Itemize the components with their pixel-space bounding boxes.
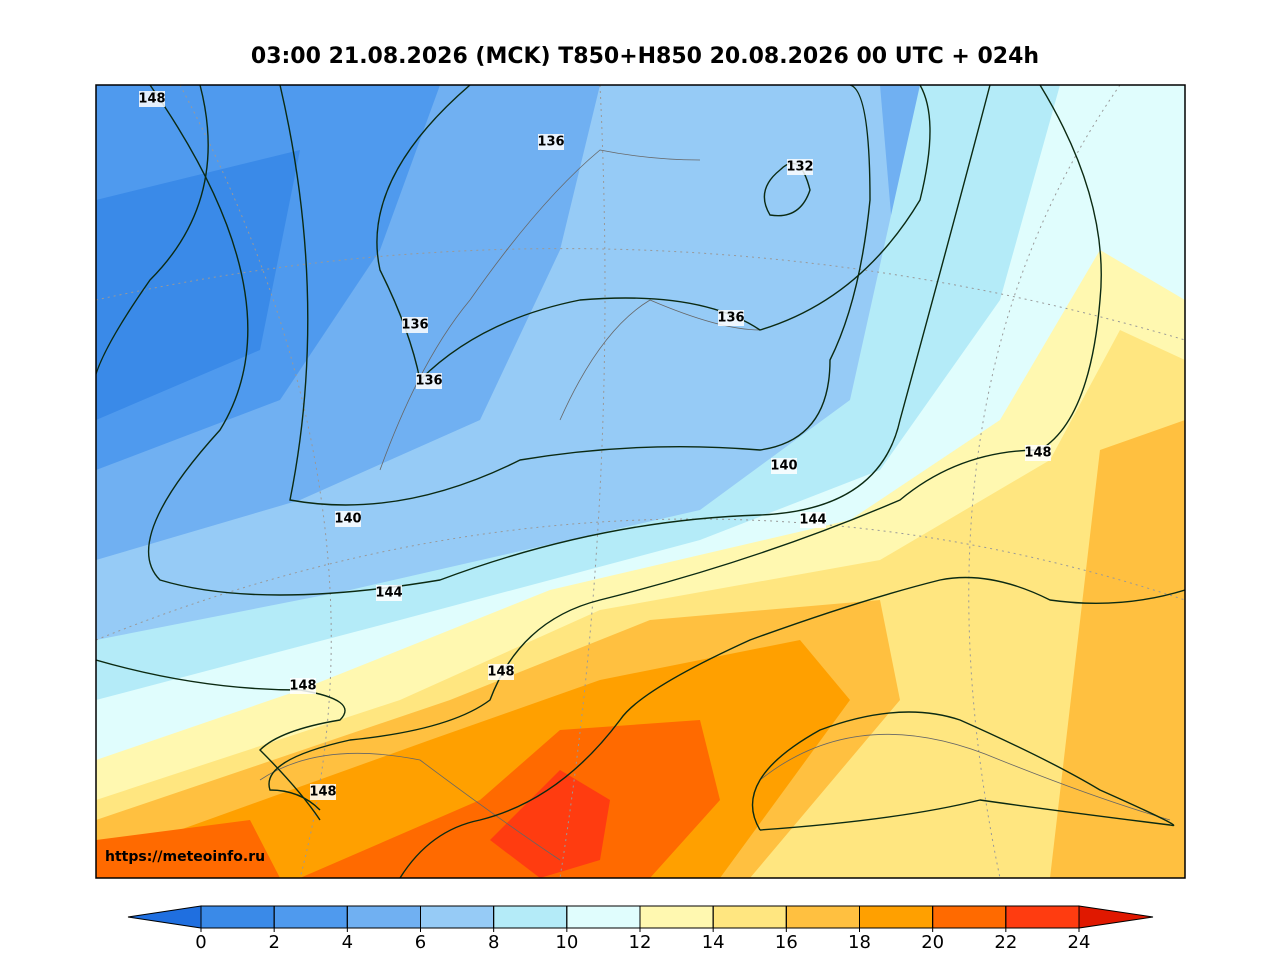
title: 03:00 21.08.2026 (MCK) T850+H850 20.08.2… [251, 44, 1039, 69]
contour-label-bg [718, 310, 744, 326]
coastline [759, 733, 1171, 821]
contour-label-bg [376, 585, 402, 601]
colorbar-segment [346, 905, 422, 929]
contour-label: 148 [289, 679, 316, 694]
colorbar-tick-label: 6 [415, 932, 426, 953]
temperature-field [490, 770, 610, 878]
contour-label: 132 [786, 160, 813, 175]
contour-label-bg [416, 373, 442, 389]
colorbar-segment [420, 905, 495, 929]
coastline [559, 299, 761, 421]
contour-line [376, 85, 931, 382]
watermark: https://meteoinfo.ru [105, 849, 265, 865]
contour-label-bg [800, 512, 826, 528]
colorbar-tick-label: 12 [629, 932, 652, 953]
colorbar-tick-label: 8 [488, 932, 499, 953]
graticule [179, 85, 332, 878]
contour-label: 140 [334, 512, 361, 527]
coastline [259, 752, 561, 861]
contour-line [268, 85, 1102, 811]
colorbar-segment [1005, 905, 1080, 929]
colorbar-over [1078, 905, 1154, 929]
contour-label-bg [402, 317, 428, 333]
graticule [96, 248, 1185, 341]
colorbar-segment [785, 905, 860, 929]
contour-line [96, 659, 346, 821]
contour-label-bg [488, 664, 514, 680]
contour-label: 144 [375, 586, 402, 601]
contour-label-bg [1025, 445, 1051, 461]
contour-label: 148 [1024, 446, 1051, 461]
contour-label-bg [538, 134, 564, 150]
contour-line [751, 711, 1175, 831]
colorbar-tick-label: 22 [994, 932, 1017, 953]
contour-label-bg [771, 458, 797, 474]
contour-line [147, 85, 991, 596]
colorbar-tick-label: 24 [1068, 932, 1091, 953]
colorbar: 0 2 4 6 8 10 12 14 16 18 20 22 24 [127, 905, 1154, 953]
colorbar-segment [273, 905, 348, 929]
colorbar-tick-label: 4 [342, 932, 353, 953]
contour-label: 148 [309, 785, 336, 800]
graticule [96, 518, 1185, 641]
map-frame [95, 84, 1186, 879]
contour-label-bg [290, 678, 316, 694]
map: 148 136 132 136 136 136 140 140 144 148 144 148 148 1… [96, 85, 1185, 878]
contour-label-bg [310, 784, 336, 800]
contour-label-bg [139, 91, 165, 107]
colorbar-tick-label: 14 [702, 932, 725, 953]
colorbar-under [127, 905, 202, 929]
contour-label: 140 [770, 459, 797, 474]
contour-line [399, 576, 1185, 878]
colorbar-tick-label: 16 [775, 932, 798, 953]
contour-label: 136 [415, 374, 442, 389]
contour-label: 148 [487, 665, 514, 680]
contour-label-bg [787, 159, 813, 175]
contour-label: 148 [138, 92, 165, 107]
temperature-field [96, 150, 300, 420]
contour-label: 136 [537, 135, 564, 150]
graticule [968, 85, 1121, 878]
colorbar-segment [712, 905, 787, 929]
contour-label-bg [335, 511, 361, 527]
contour-label: 136 [717, 311, 744, 326]
colorbar-segment [639, 905, 714, 929]
colorbar-tick-label: 18 [848, 932, 871, 953]
contour-label: 136 [401, 318, 428, 333]
colorbar-segment [200, 905, 275, 929]
colorbar-segment [932, 905, 1007, 929]
contour-line [279, 85, 871, 506]
colorbar-tick-label: 20 [921, 932, 944, 953]
colorbar-tick-label: 2 [268, 932, 279, 953]
contour-label: 144 [799, 513, 826, 528]
colorbar-tick-label: 10 [555, 932, 578, 953]
colorbar-tick-label: 0 [195, 932, 206, 953]
contour-line [96, 85, 209, 400]
colorbar-segment [493, 905, 568, 929]
colorbar-segment [859, 905, 934, 929]
colorbar-segment [566, 905, 641, 929]
